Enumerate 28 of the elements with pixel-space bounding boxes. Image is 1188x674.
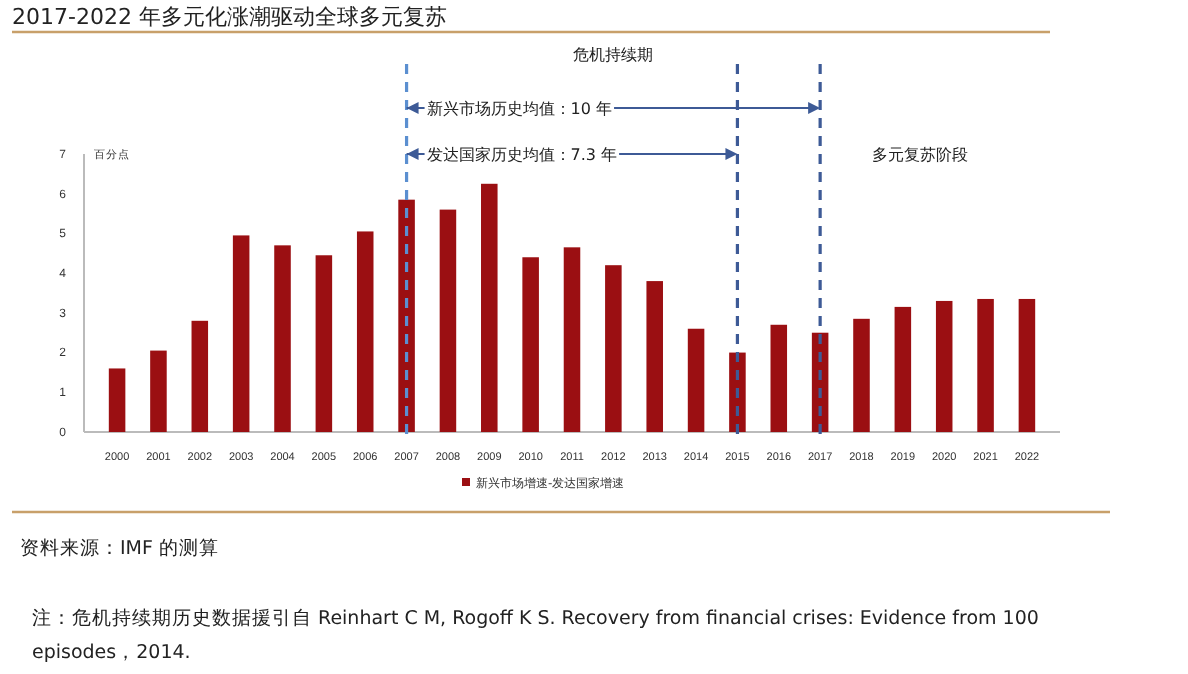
chart-title: 2017-2022 年多元化涨潮驱动全球多元复苏	[12, 4, 447, 30]
bar	[977, 298, 994, 432]
bar	[108, 368, 126, 432]
annotation: 发达国家历史均值：7.3 年	[426, 146, 618, 164]
bar	[315, 255, 333, 432]
bar	[522, 257, 539, 432]
bar	[646, 281, 663, 432]
bar	[232, 235, 250, 432]
bar	[1018, 298, 1036, 432]
bar	[687, 328, 705, 432]
bar	[150, 350, 167, 432]
bar	[770, 324, 788, 432]
text: 危机持续期	[573, 46, 654, 64]
bar	[356, 231, 374, 432]
bar	[439, 209, 457, 432]
bar	[481, 183, 498, 432]
bar	[894, 306, 912, 432]
bar	[935, 300, 953, 432]
bar	[563, 247, 581, 432]
text: 资料来源：IMF 的测算	[20, 536, 219, 560]
bar	[191, 320, 209, 432]
annotation: 多元复苏阶段	[872, 146, 968, 164]
text: 新兴市场历史均值：10 年	[426, 100, 613, 118]
bar	[853, 318, 870, 432]
text: 注：危机持续期历史数据援引自 Reinhart C M, Rogoff K S. Recovery from financial crises: Evidence from 100 episodes，2014.	[32, 606, 1039, 664]
bar	[398, 199, 415, 432]
bar	[605, 265, 622, 432]
bar	[274, 245, 291, 432]
